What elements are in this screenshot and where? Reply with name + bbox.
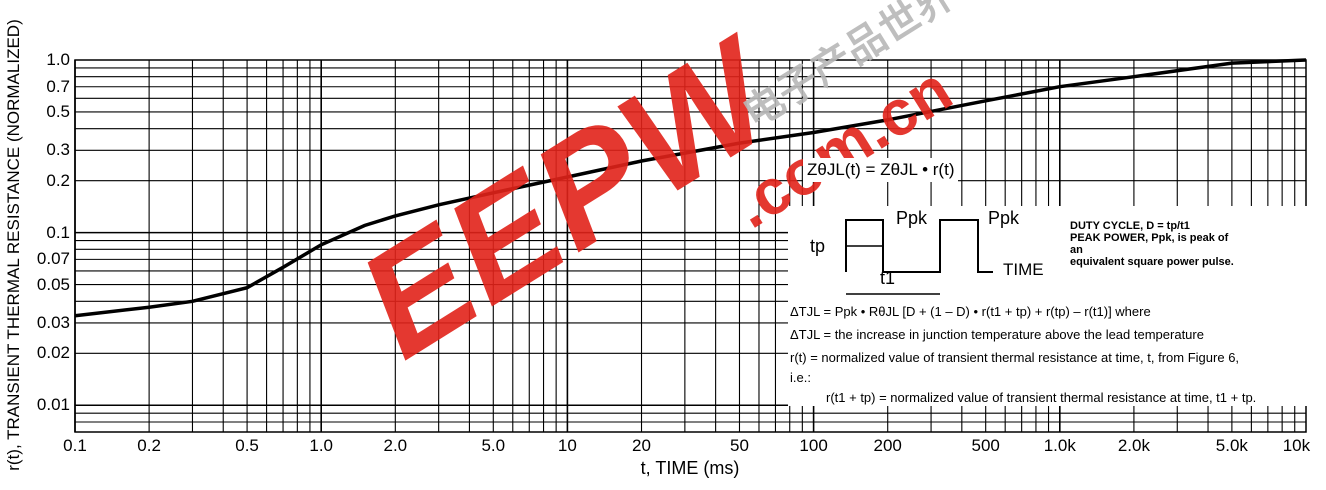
y-tick-label: 0.7: [46, 76, 70, 96]
x-tick-label: 5.0: [481, 436, 506, 455]
time-axis-label: TIME: [1003, 260, 1044, 279]
x-tick-label: 20: [632, 436, 651, 455]
y-tick-label: 1.0: [46, 50, 70, 69]
x-tick-label: 0.1: [63, 436, 87, 455]
y-tick-label: 0.01: [36, 395, 70, 415]
y-tick-label: 0.05: [36, 274, 70, 294]
duty-line-2: PEAK POWER, Ppk, is peak of: [1070, 232, 1229, 244]
equation-line-3: r(t) = normalized value of transient the…: [790, 350, 1240, 365]
y-tick-label: 0.3: [46, 140, 70, 160]
equation-line-4: i.e.:: [790, 370, 811, 385]
tp-label: tp: [810, 236, 826, 256]
t1-label: t1: [880, 268, 896, 288]
y-tick-label: 0.02: [36, 343, 70, 363]
y-tick-label: 0.1: [46, 222, 70, 242]
data-series-line: [74, 58, 1307, 318]
equation-line-1: ΔTJL = Ppk • RθJL [D + (1 – D) • r(t1 + …: [790, 304, 1151, 319]
x-tick-label: 10k: [1282, 436, 1311, 455]
duty-cycle-panel: tp Ppk Ppk t1 TIME DUTY CYCLE, D = tp/t1…: [788, 206, 1308, 406]
x-tick-label: 1.0k: [1043, 436, 1076, 455]
x-axis-title: t, TIME (ms): [640, 458, 740, 478]
x-tick-label: 10: [557, 436, 577, 455]
x-tick-label: 2.0k: [1117, 436, 1150, 455]
x-tick-label: 0.2: [137, 436, 161, 455]
y-tick-label: 0.03: [36, 312, 70, 332]
ppk-label-1: Ppk: [896, 208, 928, 228]
pulse-waveform: [845, 219, 993, 273]
equation-line-5: r(t1 + tp) = normalized value of transie…: [826, 390, 1257, 405]
y-axis-title: r(t), TRANSIENT THERMAL RESISTANCE (NORM…: [4, 19, 23, 471]
x-tick-label: 2.0: [383, 436, 408, 455]
x-tick-label: 1.0: [309, 436, 334, 455]
x-tick-label: 500: [971, 436, 1000, 455]
x-tick-label: 0.5: [235, 436, 259, 455]
duty-line-4: equivalent square power pulse.: [1070, 256, 1234, 268]
duty-cycle-text: DUTY CYCLE, D = tp/t1 PEAK POWER, Ppk, i…: [1070, 220, 1250, 268]
pulse-diagram: [845, 219, 993, 295]
y-tick-label: 0.2: [46, 170, 70, 190]
x-tick-label: 200: [873, 436, 902, 455]
equation-line-2: ΔTJL = the increase in junction temperat…: [790, 327, 1204, 342]
duty-line-3: an: [1070, 244, 1083, 256]
duty-line-1: DUTY CYCLE, D = tp/t1: [1070, 220, 1190, 232]
x-tick-label: 50: [730, 436, 749, 455]
impedance-formula: ZθJL(t) = ZθJL • r(t): [803, 158, 959, 182]
x-tick-label: 5.0k: [1215, 436, 1248, 455]
y-tick-label: 0.07: [36, 249, 70, 269]
y-tick-label: 0.5: [46, 101, 70, 121]
ppk-label-2: Ppk: [988, 208, 1020, 228]
x-tick-label: 100: [799, 436, 828, 455]
